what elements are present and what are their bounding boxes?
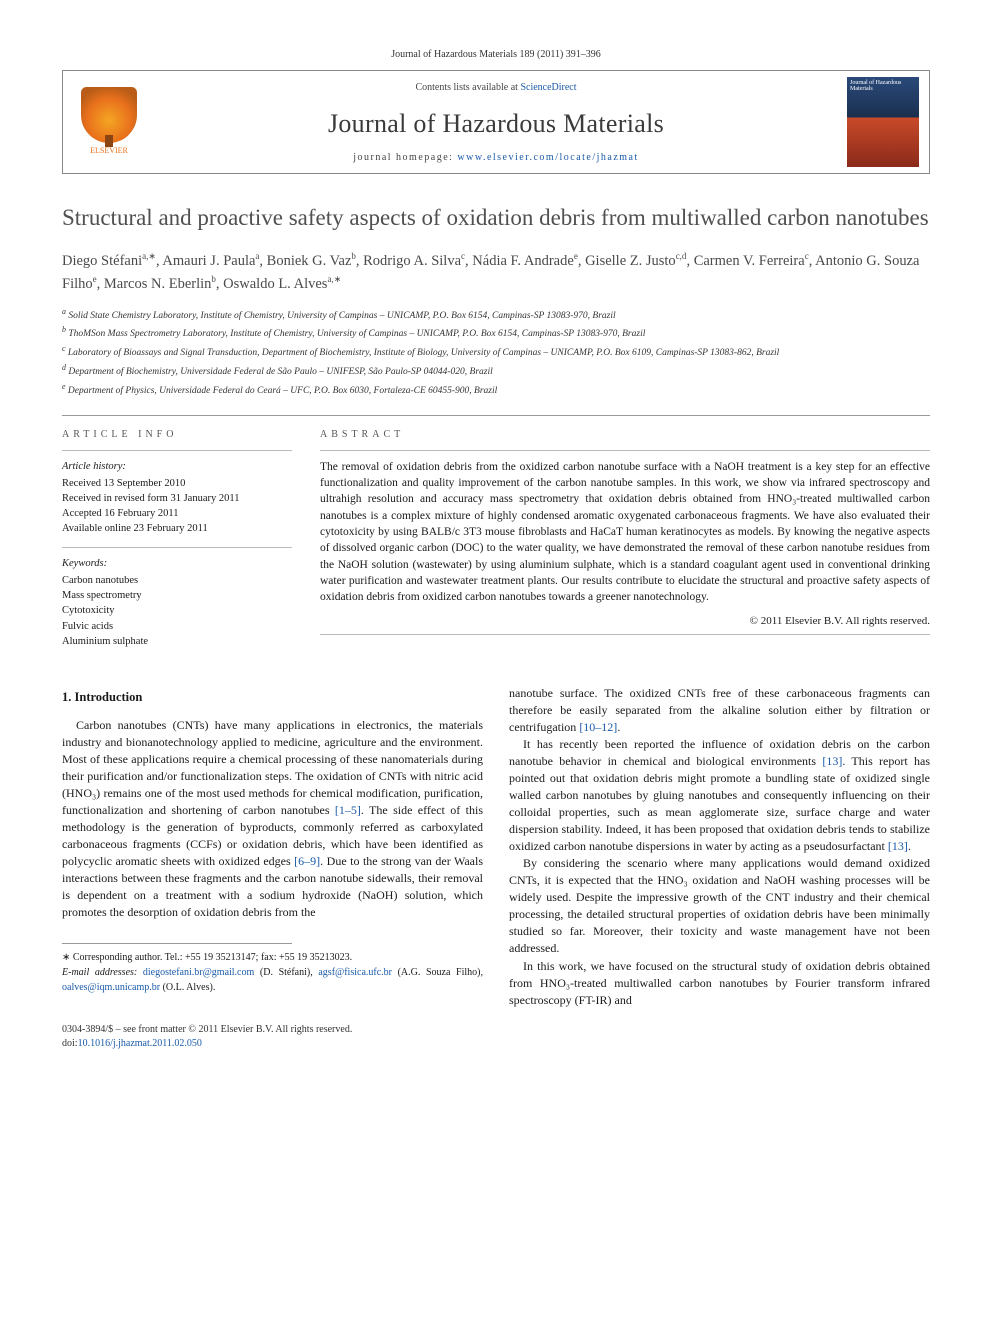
cover-title: Journal of Hazardous Materials xyxy=(850,80,916,93)
page-footer: 0304-3894/$ – see front matter © 2011 El… xyxy=(62,1023,930,1051)
body-paragraph: By considering the scenario where many a… xyxy=(509,855,930,957)
keyword-line: Cytotoxicity xyxy=(62,603,292,618)
divider xyxy=(320,634,930,635)
keyword-line: Mass spectrometry xyxy=(62,588,292,603)
keywords-title: Keywords: xyxy=(62,556,292,571)
corresponding-divider xyxy=(62,943,292,944)
homepage-prefix: journal homepage: xyxy=(353,152,457,163)
history-line: Accepted 16 February 2011 xyxy=(62,506,292,521)
abstract-text: The removal of oxidation debris from the… xyxy=(320,459,930,606)
divider xyxy=(62,450,292,451)
journal-name: Journal of Hazardous Materials xyxy=(163,106,829,141)
page: Journal of Hazardous Materials 189 (2011… xyxy=(0,0,992,1091)
contents-lists-line: Contents lists available at ScienceDirec… xyxy=(163,81,829,95)
reference-citation[interactable]: [6–9] xyxy=(294,854,320,868)
article-info-column: ARTICLE INFO Article history: Received 1… xyxy=(62,428,292,659)
publisher-logo-cell: ELSEVIER xyxy=(63,71,155,173)
email-link[interactable]: oalves@iqm.unicamp.br xyxy=(62,982,160,993)
divider xyxy=(62,547,292,548)
affiliation-line: b ThoMSon Mass Spectrometry Laboratory, … xyxy=(62,324,930,342)
journal-cover-thumb: Journal of Hazardous Materials xyxy=(847,77,919,167)
doi-line: doi:10.1016/j.jhazmat.2011.02.050 xyxy=(62,1037,930,1051)
affiliations: a Solid State Chemistry Laboratory, Inst… xyxy=(62,306,930,400)
divider xyxy=(320,450,930,451)
corresponding-author-block: ∗ Corresponding author. Tel.: +55 19 352… xyxy=(62,950,483,995)
affiliation-line: e Department of Physics, Universidade Fe… xyxy=(62,381,930,399)
reference-citation[interactable]: [13] xyxy=(822,754,842,768)
body-paragraph: nanotube surface. The oxidized CNTs free… xyxy=(509,685,930,736)
abstract-column: ABSTRACT The removal of oxidation debris… xyxy=(320,428,930,659)
masthead: ELSEVIER Contents lists available at Sci… xyxy=(62,70,930,174)
affiliation-line: c Laboratory of Bioassays and Signal Tra… xyxy=(62,343,930,361)
reference-citation[interactable]: [10–12] xyxy=(579,720,617,734)
authors-line: Diego Stéfania,∗, Amauri J. Paulaa, Boni… xyxy=(62,250,930,295)
email-link[interactable]: diegostefani.br@gmail.com xyxy=(143,967,254,978)
body-paragraph: Carbon nanotubes (CNTs) have many applic… xyxy=(62,717,483,921)
keywords-block: Keywords: Carbon nanotubesMass spectrome… xyxy=(62,556,292,649)
body-paragraph: In this work, we have focused on the str… xyxy=(509,958,930,1009)
publisher-label: ELSEVIER xyxy=(90,146,128,157)
reference-citation[interactable]: [13] xyxy=(888,839,908,853)
section-heading-introduction: 1. Introduction xyxy=(62,689,483,707)
doi-label: doi: xyxy=(62,1038,78,1049)
affiliation-line: a Solid State Chemistry Laboratory, Inst… xyxy=(62,306,930,324)
journal-cover-cell: Journal of Hazardous Materials xyxy=(837,71,929,173)
elsevier-tree-icon xyxy=(81,87,137,143)
running-head: Journal of Hazardous Materials 189 (2011… xyxy=(62,48,930,62)
masthead-center: Contents lists available at ScienceDirec… xyxy=(155,71,837,173)
article-title: Structural and proactive safety aspects … xyxy=(62,204,930,233)
article-history-title: Article history: xyxy=(62,459,292,474)
body-two-column: 1. Introduction Carbon nanotubes (CNTs) … xyxy=(62,685,930,1009)
front-matter-line: 0304-3894/$ – see front matter © 2011 El… xyxy=(62,1023,930,1037)
sciencedirect-link[interactable]: ScienceDirect xyxy=(520,82,576,93)
keyword-line: Carbon nanotubes xyxy=(62,573,292,588)
keyword-line: Fulvic acids xyxy=(62,619,292,634)
history-line: Received in revised form 31 January 2011 xyxy=(62,491,292,506)
corresponding-label: ∗ Corresponding author. Tel.: +55 19 352… xyxy=(62,950,483,965)
history-line: Received 13 September 2010 xyxy=(62,476,292,491)
journal-homepage-link[interactable]: www.elsevier.com/locate/jhazmat xyxy=(457,152,638,163)
contents-prefix: Contents lists available at xyxy=(415,82,520,93)
journal-homepage-line: journal homepage: www.elsevier.com/locat… xyxy=(163,151,829,165)
article-history-block: Article history: Received 13 September 2… xyxy=(62,459,292,537)
body-paragraph: It has recently been reported the influe… xyxy=(509,736,930,855)
doi-link[interactable]: 10.1016/j.jhazmat.2011.02.050 xyxy=(78,1038,202,1049)
abstract-label: ABSTRACT xyxy=(320,428,930,442)
history-line: Available online 23 February 2011 xyxy=(62,521,292,536)
keyword-line: Aluminium sulphate xyxy=(62,634,292,649)
elsevier-logo: ELSEVIER xyxy=(73,82,145,162)
abstract-copyright: © 2011 Elsevier B.V. All rights reserved… xyxy=(320,614,930,629)
affiliation-line: d Department of Biochemistry, Universida… xyxy=(62,362,930,380)
email-link[interactable]: agsf@fisica.ufc.br xyxy=(318,967,392,978)
corresponding-emails: E-mail addresses: diegostefani.br@gmail.… xyxy=(62,965,483,995)
reference-citation[interactable]: [1–5] xyxy=(335,803,361,817)
article-info-label: ARTICLE INFO xyxy=(62,428,292,442)
info-abstract-grid: ARTICLE INFO Article history: Received 1… xyxy=(62,415,930,659)
